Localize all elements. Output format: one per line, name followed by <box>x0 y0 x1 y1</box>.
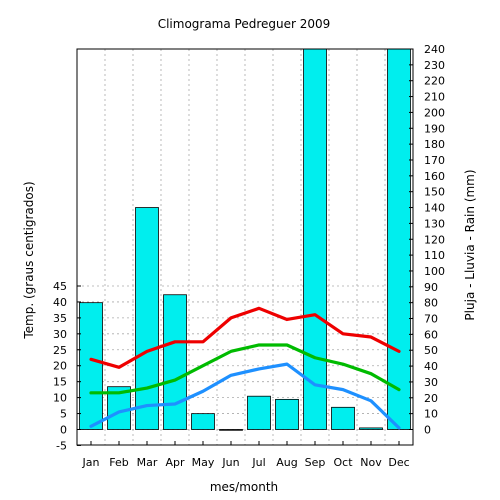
right-tick-label: 220 <box>424 75 445 88</box>
right-tick-label: 20 <box>424 392 438 405</box>
right-tick-label: 150 <box>424 186 445 199</box>
rain-bar-nov <box>359 427 383 430</box>
x-tick-label-jan: Jan <box>82 456 100 469</box>
right-tick-label: 120 <box>424 233 445 246</box>
right-tick-label: 50 <box>424 344 438 357</box>
right-tick-label: 30 <box>424 376 438 389</box>
x-tick-label-apr: Apr <box>165 456 185 469</box>
grid-lines <box>77 49 413 445</box>
x-tick-label-jul: Jul <box>251 456 265 469</box>
right-tick-label: 160 <box>424 170 445 183</box>
x-tick-label-jun: Jun <box>221 456 239 469</box>
temperature-line-1 <box>89 306 401 369</box>
right-tick-label: 210 <box>424 91 445 104</box>
x-axis: Jan Feb Mar Apr May Jun Jul Aug Sep Oct Nov Dec <box>82 441 410 469</box>
left-tick-label: 40 <box>53 296 67 309</box>
temperature-line-2 <box>89 343 401 395</box>
right-axis-title: Pluja - Lluvia - Rain (mm) <box>463 169 477 320</box>
x-tick-label-feb: Feb <box>109 456 128 469</box>
temperature-lines <box>89 306 401 430</box>
right-tick-label: 110 <box>424 249 445 262</box>
left-tick-label: 20 <box>53 360 67 373</box>
x-tick-label-nov: Nov <box>360 456 382 469</box>
left-tick-label: 10 <box>53 392 67 405</box>
rain-bar-aug <box>275 398 299 430</box>
chart-title: Climograma Pedreguer 2009 <box>158 17 331 31</box>
rain-bar-may <box>191 413 215 430</box>
right-tick-label: 10 <box>424 408 438 421</box>
rain-bar-jan <box>79 302 103 430</box>
right-tick-label: 60 <box>424 328 438 341</box>
x-tick-label-mar: Mar <box>137 456 158 469</box>
rain-bar-dec <box>387 48 411 430</box>
right-tick-label: 80 <box>424 297 438 310</box>
right-tick-label: 100 <box>424 265 445 278</box>
right-tick-label: 140 <box>424 202 445 215</box>
rain-bar-apr <box>163 294 187 430</box>
left-tick-label: 35 <box>53 312 67 325</box>
rain-bar-jul <box>247 395 271 430</box>
left-tick-label: 30 <box>53 328 67 341</box>
plot-frame <box>76 48 414 446</box>
left-tick-label: 0 <box>60 424 67 437</box>
left-tick-label: -5 <box>56 439 67 452</box>
rain-bar-mar <box>135 207 159 430</box>
right-axis: 0 10 20 30 40 50 60 70 80 90 100 110 120 130 140 150 160… <box>409 43 445 437</box>
left-tick-label: 25 <box>53 344 67 357</box>
right-tick-label: 190 <box>424 122 445 135</box>
temperature-line-3 <box>89 362 401 430</box>
x-tick-label-dec: Dec <box>388 456 409 469</box>
left-axis: -5 0 5 10 15 20 25 30 35 40 45 <box>53 280 81 452</box>
right-tick-label: 40 <box>424 360 438 373</box>
right-tick-label: 170 <box>424 154 445 167</box>
x-tick-label-may: May <box>192 456 215 469</box>
rain-bar-jun <box>219 429 243 431</box>
left-tick-label: 5 <box>60 408 67 421</box>
left-axis-title: Temp. (graus centigrados) <box>22 181 36 339</box>
left-tick-label: 45 <box>53 280 67 293</box>
right-tick-label: 130 <box>424 217 445 230</box>
rain-bar-sep <box>303 48 327 430</box>
left-tick-label: 15 <box>53 376 67 389</box>
right-tick-label: 0 <box>424 424 431 437</box>
rain-bars <box>79 48 411 431</box>
x-tick-label-aug: Aug <box>276 456 297 469</box>
right-tick-label: 200 <box>424 106 445 119</box>
rain-bar-oct <box>331 406 355 430</box>
x-tick-label-sep: Sep <box>305 456 326 469</box>
right-tick-label: 70 <box>424 313 438 326</box>
right-tick-label: 230 <box>424 59 445 72</box>
right-tick-label: 180 <box>424 138 445 151</box>
right-tick-label: 90 <box>424 281 438 294</box>
x-tick-label-oct: Oct <box>333 456 353 469</box>
right-tick-label: 240 <box>424 43 445 56</box>
x-axis-title: mes/month <box>210 480 278 494</box>
